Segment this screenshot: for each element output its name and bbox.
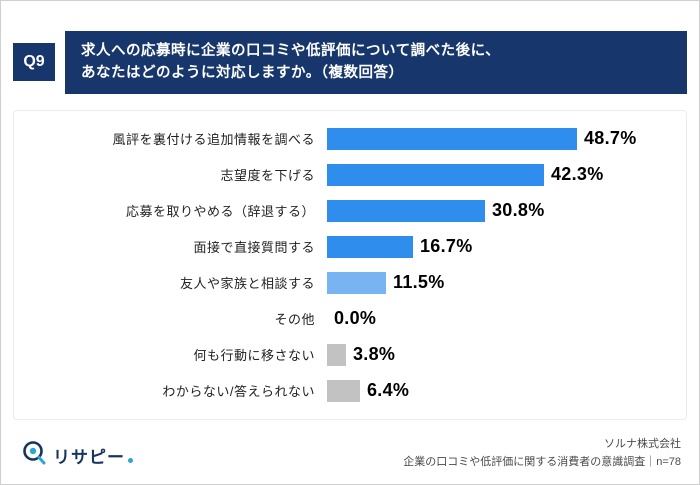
bar [327, 199, 485, 222]
bar [327, 271, 386, 294]
bar-value: 42.3% [551, 164, 604, 185]
bar-track: 11.5% [327, 271, 672, 294]
bar [327, 127, 577, 150]
chart-row: 友人や家族と相談する 11.5% [20, 265, 672, 301]
bar-track: 48.7% [327, 127, 672, 150]
credit-survey: 企業の口コミや低評価に関する消費者の意識調査｜n=78 [403, 455, 681, 468]
question-title-line2: あなたはどのように対応しますか。（複数回答） [81, 65, 404, 82]
bar-track: 0.0% [327, 308, 672, 330]
bar-track: 6.4% [327, 379, 672, 402]
bar-value: 30.8% [492, 200, 545, 221]
magnifier-logo-icon [21, 440, 47, 471]
bar-value: 0.0% [334, 308, 377, 329]
bar-value: 3.8% [353, 344, 396, 365]
credit-company: ソルナ株式会社 [604, 437, 681, 450]
bar-label: 友人や家族と相談する [179, 276, 315, 292]
chart-rows: 風評を裏付ける追加情報を調べる 48.7% 志望度を下げる 42.3% 応募を取りやめる… [20, 121, 672, 409]
bar-label: わからない/答えられない [162, 384, 315, 400]
bar-chart: 風評を裏付ける追加情報を調べる 48.7% 志望度を下げる 42.3% 応募を取りやめる… [13, 109, 687, 420]
bar-label: 何も行動に移さない [193, 348, 315, 364]
chart-row: 何も行動に移さない 3.8% [20, 337, 672, 373]
logo-text: リサピー [53, 448, 125, 468]
bar-label: 風評を裏付ける追加情報を調べる [112, 132, 315, 148]
chart-row: 応募を取りやめる（辞退する） 30.8% [20, 193, 672, 229]
bar-track: 3.8% [327, 343, 672, 366]
bar-track: 42.3% [327, 163, 672, 186]
chart-row: その他 0.0% [20, 301, 672, 337]
chart-row: 志望度を下げる 42.3% [20, 157, 672, 193]
bar-value: 11.5% [393, 272, 445, 293]
logo-dot [128, 458, 133, 464]
bar-track: 16.7% [327, 235, 672, 258]
question-title-line1: 求人への応募時に企業の口コミや低評価について調べた後に、 [81, 43, 501, 59]
bar-value: 16.7% [420, 236, 473, 257]
bar-value: 6.4% [367, 380, 410, 401]
bar-label: 面接で直接質問する [193, 240, 315, 256]
chart-row: 風評を裏付ける追加情報を調べる 48.7% [20, 121, 672, 157]
bar-label: その他 [274, 312, 315, 328]
chart-row: 面接で直接質問する 16.7% [20, 229, 672, 265]
chart-row: わからない/答えられない 6.4% [20, 373, 672, 409]
question-title: 求人への応募時に企業の口コミや低評価について調べた後に、 あなたはどのように対応… [65, 31, 687, 94]
bar [327, 343, 346, 366]
credit-text: ソルナ株式会社 企業の口コミや低評価に関する消費者の意識調査｜n=78 [403, 436, 681, 471]
question-header: Q9 求人への応募時に企業の口コミや低評価について調べた後に、 あなたはどのよう… [13, 31, 687, 94]
bar-label: 志望度を下げる [220, 168, 315, 184]
brand-logo: リサピー [21, 440, 133, 471]
question-badge: Q9 [13, 43, 55, 82]
bar-value: 48.7% [584, 128, 637, 149]
bar [327, 163, 544, 186]
bar-label: 応募を取りやめる（辞退する） [125, 204, 315, 220]
footer: リサピー ソルナ株式会社 企業の口コミや低評価に関する消費者の意識調査｜n=78 [21, 436, 681, 471]
bar-track: 30.8% [327, 199, 672, 222]
bar [327, 235, 413, 258]
bar [327, 379, 360, 402]
